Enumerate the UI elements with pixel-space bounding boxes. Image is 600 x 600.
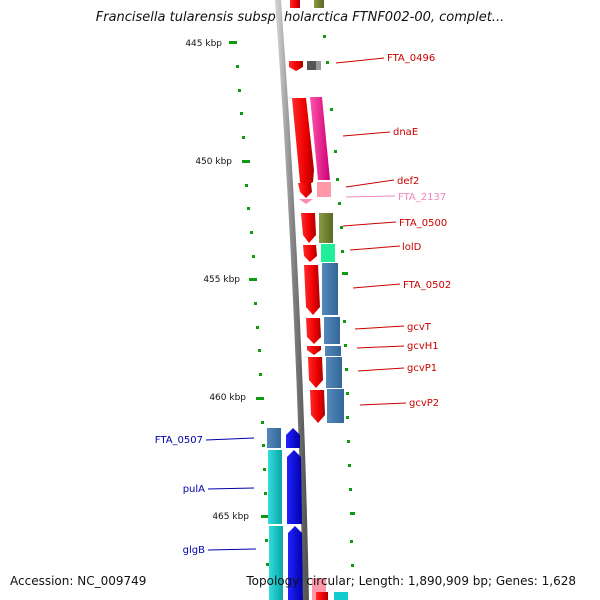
gene-fta0502-forward (304, 265, 320, 315)
gene-fta0500-category (319, 213, 333, 243)
gene-gcvt-forward (306, 318, 321, 344)
gene-gcvp2-category (327, 389, 344, 423)
gene-gcvp1-forward (308, 357, 323, 388)
gene-gcvt-category (324, 317, 340, 344)
gene-dnae-forward (292, 98, 314, 188)
gene-fta0496-forward (289, 61, 303, 71)
gene-gcvh1-forward (307, 346, 321, 355)
accession-text: Accession: NC_009749 (10, 574, 147, 588)
gene-dnae-category (310, 97, 330, 180)
gene-def2-category (317, 182, 331, 197)
gene-fta0502-category (322, 263, 338, 315)
scale-label-460: 460 kbp (209, 393, 246, 403)
feature-top-olive (314, 0, 324, 8)
gene-glgb-reverse (288, 526, 303, 600)
gene-label-dnae: dnaE (393, 127, 418, 138)
map-title: Francisella tularensis subsp. holarctica… (95, 10, 505, 25)
gene-label-pula: pulA (183, 484, 205, 495)
genome-summary-text: Topology: circular; Length: 1,890,909 bp… (246, 574, 576, 588)
gene-def2-forward (298, 183, 312, 198)
gene-glgb-category (269, 526, 283, 600)
gene-label-gcvp1: gcvP1 (407, 363, 437, 374)
scale-label-450: 450 kbp (195, 157, 232, 167)
gene-fta0496-category (307, 61, 321, 70)
feature-top-red (290, 0, 300, 8)
gene-fta0507-reverse (286, 428, 300, 448)
gene-label-gcvt: gcvT (407, 322, 432, 333)
gene-fta0507-category (267, 428, 281, 448)
gene-gcvp2-forward (310, 390, 325, 423)
gene-label-fta2137: FTA_2137 (398, 192, 446, 203)
gene-lold-category (321, 244, 335, 262)
gene-label-fta0500: FTA_0500 (399, 218, 447, 229)
scale-label-465: 465 kbp (212, 512, 249, 522)
gene-label-gcvp2: gcvP2 (409, 398, 439, 409)
gene-label-fta0502: FTA_0502 (403, 280, 451, 291)
gene-label-fta0507: FTA_0507 (155, 435, 203, 446)
gene-fta2137-forward (299, 199, 313, 204)
gene-gcvh1-category (325, 346, 341, 356)
gene-pula-category (268, 450, 282, 524)
gene-label-def2: def2 (397, 176, 419, 187)
gene-gcvp1-category (326, 357, 342, 388)
scale-ticks (229, 35, 355, 567)
gene-lold-forward (303, 245, 317, 262)
scale-label-445: 445 kbp (185, 39, 222, 49)
scale-label-455: 455 kbp (203, 275, 240, 285)
gene-fta0500-forward (301, 213, 316, 243)
gene-pula-reverse (287, 450, 302, 524)
gene-label-fta0496: FTA_0496 (387, 53, 435, 64)
gene-label-glgb: glgB (183, 545, 205, 556)
gene-label-gcvh1: gcvH1 (407, 341, 439, 352)
gene-label-lold: lolD (402, 242, 422, 253)
genome-backbone (275, 0, 309, 600)
